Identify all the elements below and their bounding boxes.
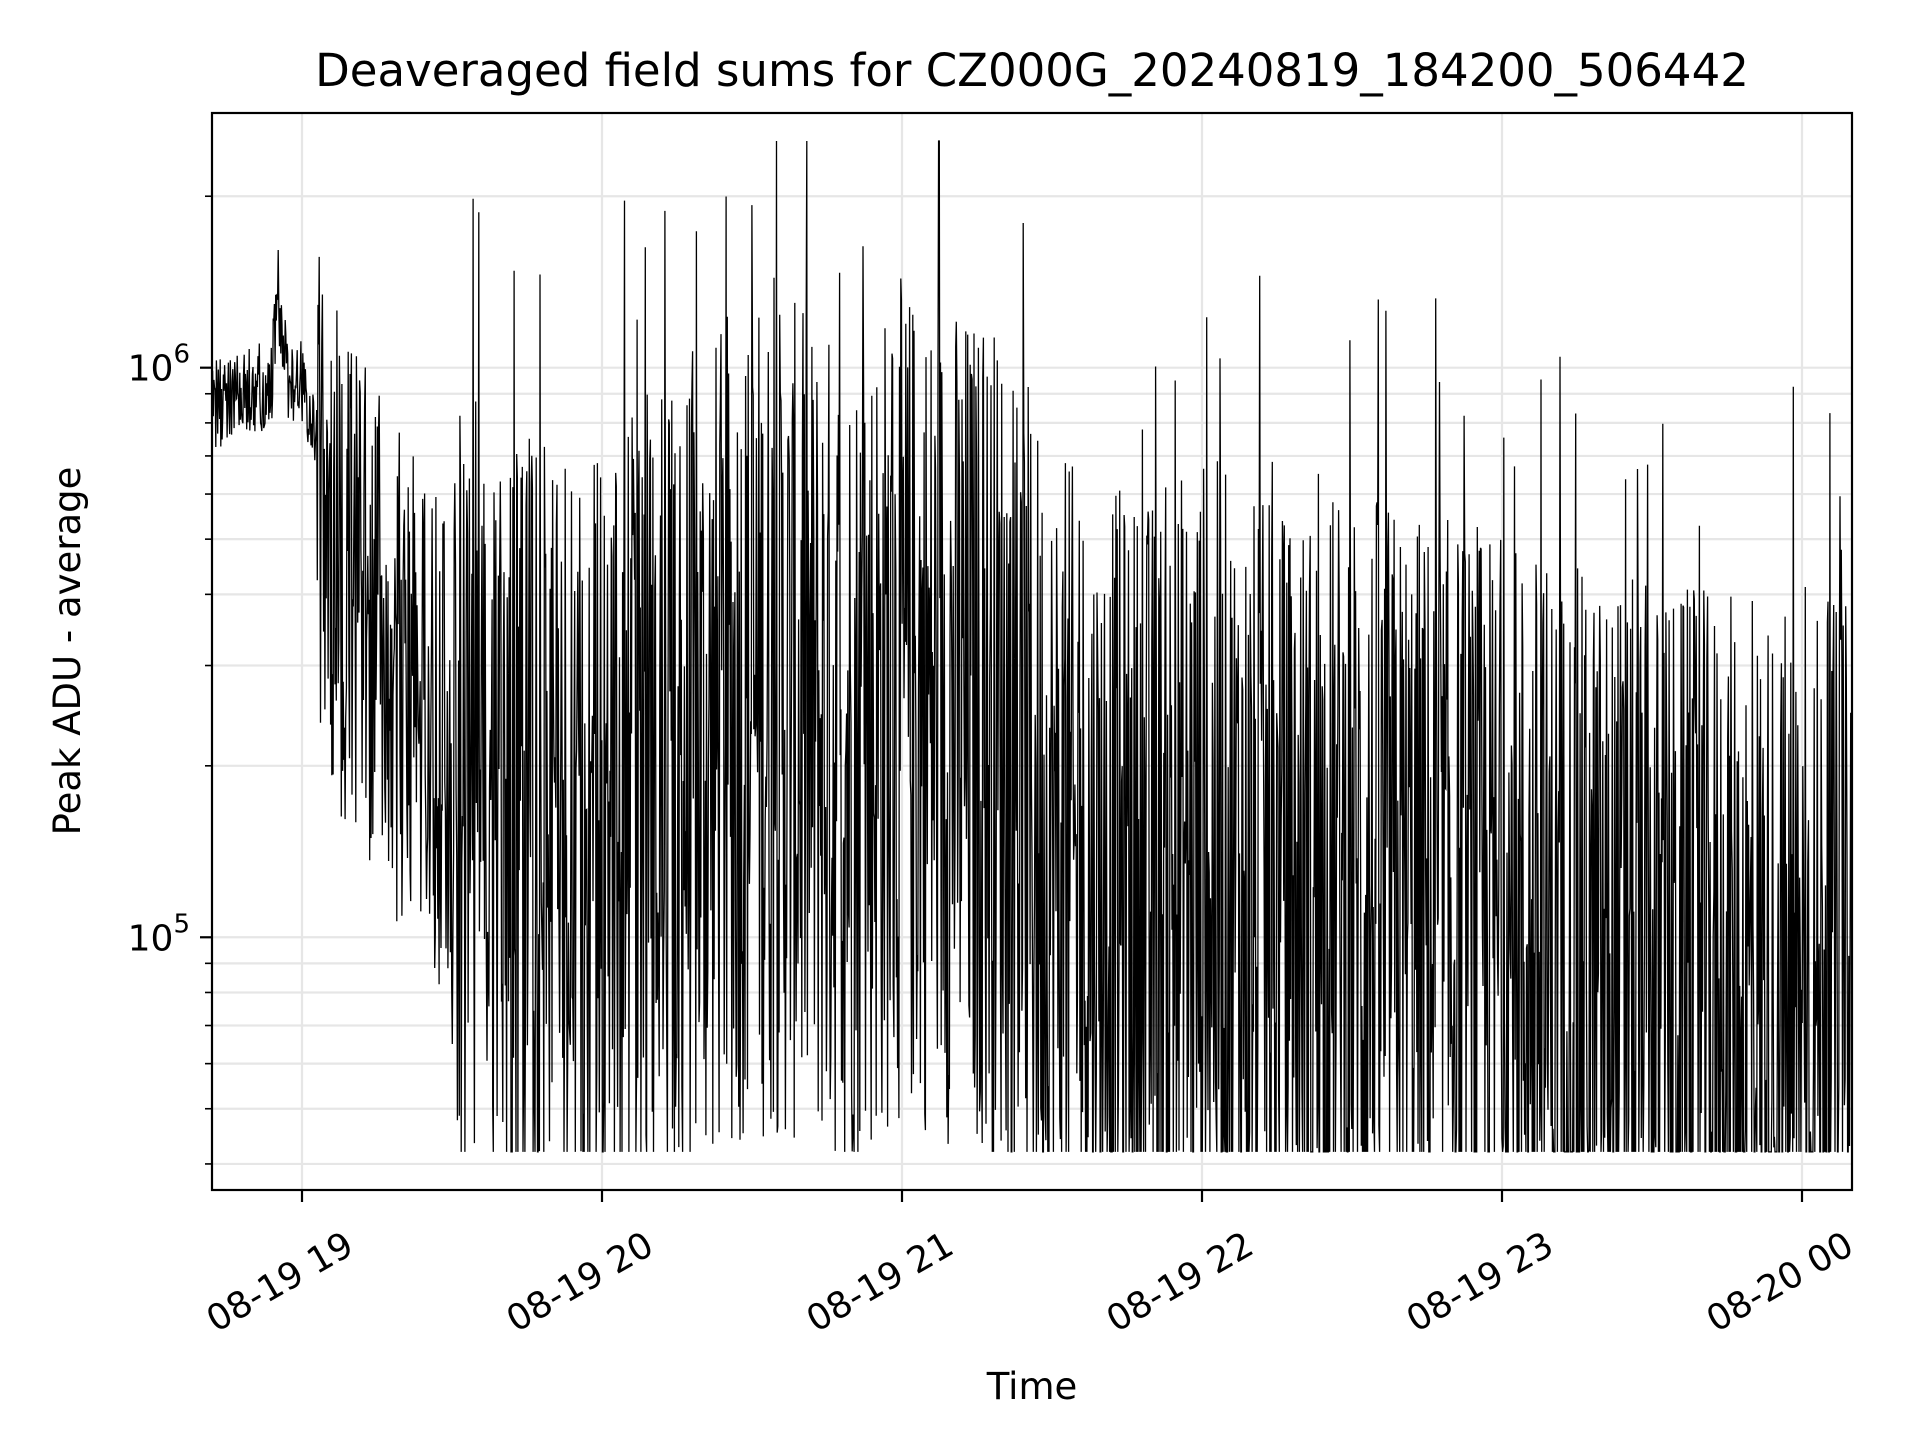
x-tick-label: 08-19 20: [500, 1224, 661, 1340]
y-axis-label: Peak ADU - average: [46, 467, 89, 836]
x-tick-label: 08-20 00: [1700, 1224, 1861, 1340]
series-layer: [211, 140, 1853, 1153]
chart-title: Deaveraged field sums for CZ000G_2024081…: [315, 44, 1749, 97]
x-tick-label: 08-19 22: [1100, 1224, 1261, 1340]
x-tick-label: 08-19 19: [200, 1224, 361, 1340]
x-tick-label: 08-19 23: [1400, 1224, 1561, 1340]
y-tick-label: 106: [128, 340, 190, 390]
x-tick-label: 08-19 21: [800, 1224, 961, 1340]
series-line: [211, 140, 1853, 1153]
plot-frame: [210, 111, 1854, 1192]
x-axis-label: Time: [986, 1365, 1078, 1408]
y-tick-label: 105: [128, 909, 190, 959]
